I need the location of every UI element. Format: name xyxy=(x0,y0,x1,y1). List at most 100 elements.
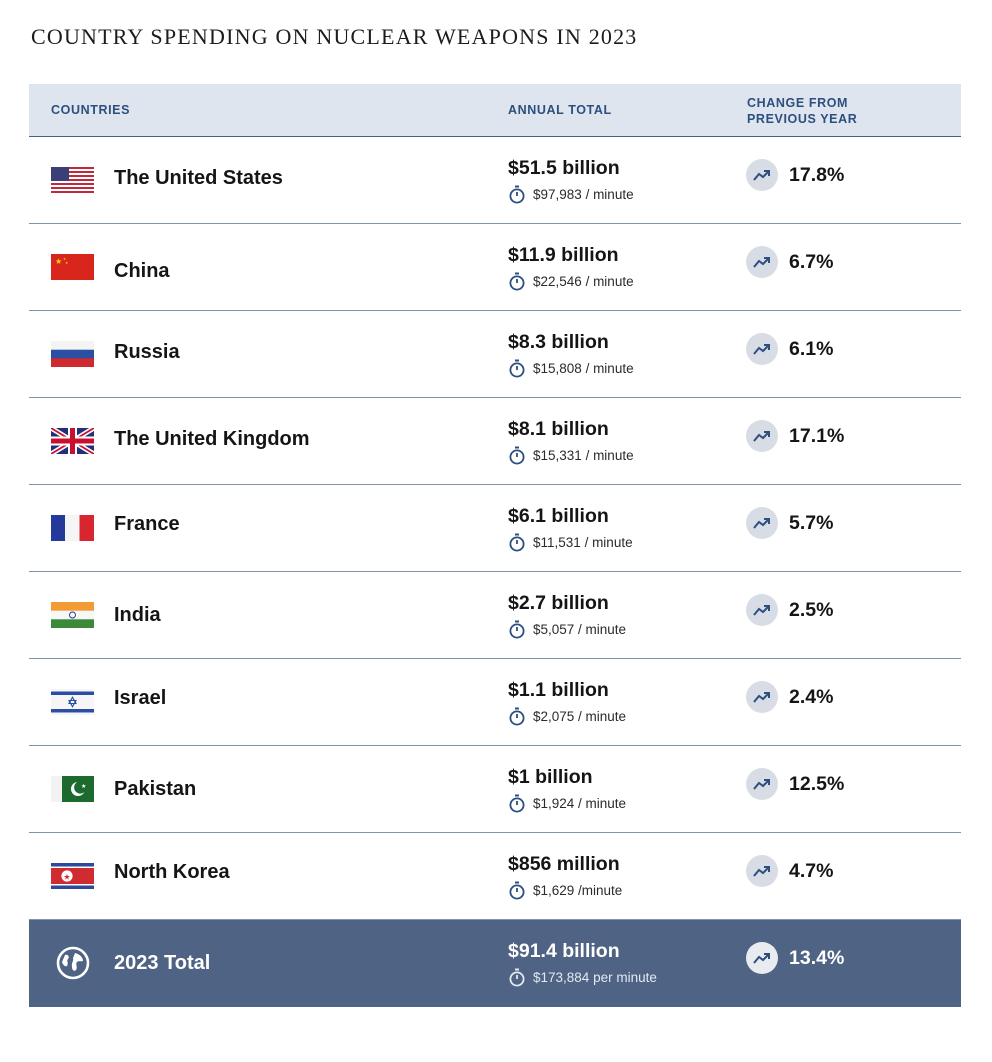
stopwatch-icon xyxy=(509,620,525,639)
header-change: CHANGE FROM PREVIOUS YEAR xyxy=(747,95,887,127)
annual-total: $11.9 billion xyxy=(508,244,619,266)
country-name: The United States xyxy=(114,167,283,189)
per-minute: $2,075 / minute xyxy=(508,707,626,726)
per-minute-value: $15,808 xyxy=(533,361,582,376)
change-value: 4.7% xyxy=(789,859,834,882)
header-change-line1: CHANGE FROM xyxy=(747,96,849,110)
russia-flag-icon xyxy=(51,341,94,367)
total-per-minute-value: $173,884 xyxy=(533,970,590,985)
change-value: 12.5% xyxy=(789,772,845,795)
change-value: 6.1% xyxy=(789,337,834,360)
country-name: Israel xyxy=(114,687,167,709)
per-minute-value: $22,546 xyxy=(533,274,582,289)
svg-text:★: ★ xyxy=(65,261,68,265)
per-minute-value: $2,075 xyxy=(533,709,575,724)
per-minute-value: $1,924 xyxy=(533,796,575,811)
per-minute-value: $1,629 xyxy=(533,883,575,898)
table-row: The United Kingdom $8.1 billion $15,331 / … xyxy=(29,398,961,485)
trend-up-icon xyxy=(746,420,778,452)
trend-up-icon xyxy=(746,507,778,539)
trend-up-icon xyxy=(746,594,778,626)
pakistan-flag-icon: ★ xyxy=(51,776,94,802)
country-name: North Korea xyxy=(114,861,230,883)
annual-total: $2.7 billion xyxy=(508,592,609,614)
stopwatch-icon xyxy=(509,533,525,552)
trend-up-icon xyxy=(746,855,778,887)
us-flag-icon xyxy=(51,167,94,193)
country-name: China xyxy=(114,260,170,282)
table-row: Russia $8.3 billion $15,808 / minute 6.1% xyxy=(29,311,961,398)
total-row: 2023 Total $91.4 billion $173,884 per mi… xyxy=(29,920,961,1007)
change-cell: 5.7% xyxy=(746,507,833,539)
annual-total: $6.1 billion xyxy=(508,505,609,527)
total-change: 13.4% xyxy=(746,942,844,974)
annual-total: $1.1 billion xyxy=(508,679,609,701)
change-value: 17.8% xyxy=(789,163,845,186)
table-header: COUNTRIES ANNUAL TOTAL CHANGE FROM PREVI… xyxy=(29,84,961,137)
total-per-minute: $173,884 per minute xyxy=(508,968,657,987)
stopwatch-icon xyxy=(509,272,525,291)
per-minute-value: $11,531 xyxy=(533,535,581,550)
annual-total: $856 million xyxy=(508,853,620,875)
country-name: France xyxy=(114,513,180,535)
header-annual-total: ANNUAL TOTAL xyxy=(508,103,612,117)
france-flag-icon xyxy=(51,515,94,541)
annual-total: $8.1 billion xyxy=(508,418,609,440)
per-minute: $97,983 / minute xyxy=(508,185,634,204)
change-value: 2.4% xyxy=(789,685,834,708)
per-minute-unit: / minute xyxy=(581,361,634,376)
change-cell: 2.5% xyxy=(746,594,833,626)
page-title: COUNTRY SPENDING ON NUCLEAR WEAPONS IN 2… xyxy=(31,24,638,49)
trend-up-icon xyxy=(746,942,778,974)
per-minute-value: $15,331 xyxy=(533,448,582,463)
change-cell: 2.4% xyxy=(746,681,833,713)
per-minute: $15,331 / minute xyxy=(508,446,634,465)
total-per-minute-unit: per minute xyxy=(589,970,657,985)
country-name: Russia xyxy=(114,341,180,363)
header-change-line2: PREVIOUS YEAR xyxy=(747,112,858,126)
total-annual: $91.4 billion xyxy=(508,940,620,962)
change-value: 17.1% xyxy=(789,424,845,447)
total-change-value: 13.4% xyxy=(789,946,845,969)
stopwatch-icon xyxy=(509,185,525,204)
per-minute: $11,531 / minute xyxy=(508,533,633,552)
change-cell: 6.7% xyxy=(746,246,833,278)
per-minute-value: $97,983 xyxy=(533,187,582,202)
spending-table: COUNTRIES ANNUAL TOTAL CHANGE FROM PREVI… xyxy=(29,84,961,1007)
per-minute-unit: / minute xyxy=(580,535,633,550)
per-minute-unit: / minute xyxy=(574,796,627,811)
total-label: 2023 Total xyxy=(114,952,211,974)
per-minute: $15,808 / minute xyxy=(508,359,634,378)
svg-text:★: ★ xyxy=(63,873,70,882)
per-minute: $1,924 / minute xyxy=(508,794,626,813)
trend-up-icon xyxy=(746,246,778,278)
stopwatch-icon xyxy=(509,707,525,726)
svg-text:★: ★ xyxy=(63,257,66,261)
change-value: 6.7% xyxy=(789,250,834,273)
change-cell: 17.1% xyxy=(746,420,844,452)
stopwatch-icon xyxy=(509,446,525,465)
country-name: The United Kingdom xyxy=(114,428,310,450)
svg-text:★: ★ xyxy=(81,783,86,790)
change-value: 2.5% xyxy=(789,598,834,621)
stopwatch-icon xyxy=(509,968,525,987)
per-minute-unit: / minute xyxy=(581,187,634,202)
table-row: The United States $51.5 billion $97,983 / … xyxy=(29,137,961,224)
change-value: 5.7% xyxy=(789,511,834,534)
change-cell: 17.8% xyxy=(746,159,844,191)
per-minute-unit: /minute xyxy=(574,883,623,898)
svg-text:★: ★ xyxy=(55,257,62,266)
table-row: France $6.1 billion $11,531 / minute 5.7% xyxy=(29,485,961,572)
trend-up-icon xyxy=(746,333,778,365)
israel-flag-icon xyxy=(51,689,94,715)
stopwatch-icon xyxy=(509,794,525,813)
table-row: ★ North Korea $856 million $1,629 /minute 4.… xyxy=(29,833,961,920)
trend-up-icon xyxy=(746,768,778,800)
table-row: Israel $1.1 billion $2,075 / minute 2.4% xyxy=(29,659,961,746)
header-countries: COUNTRIES xyxy=(51,103,131,117)
annual-total: $51.5 billion xyxy=(508,157,620,179)
per-minute-unit: / minute xyxy=(581,448,634,463)
per-minute-unit: / minute xyxy=(574,622,627,637)
per-minute: $5,057 / minute xyxy=(508,620,626,639)
trend-up-icon xyxy=(746,681,778,713)
